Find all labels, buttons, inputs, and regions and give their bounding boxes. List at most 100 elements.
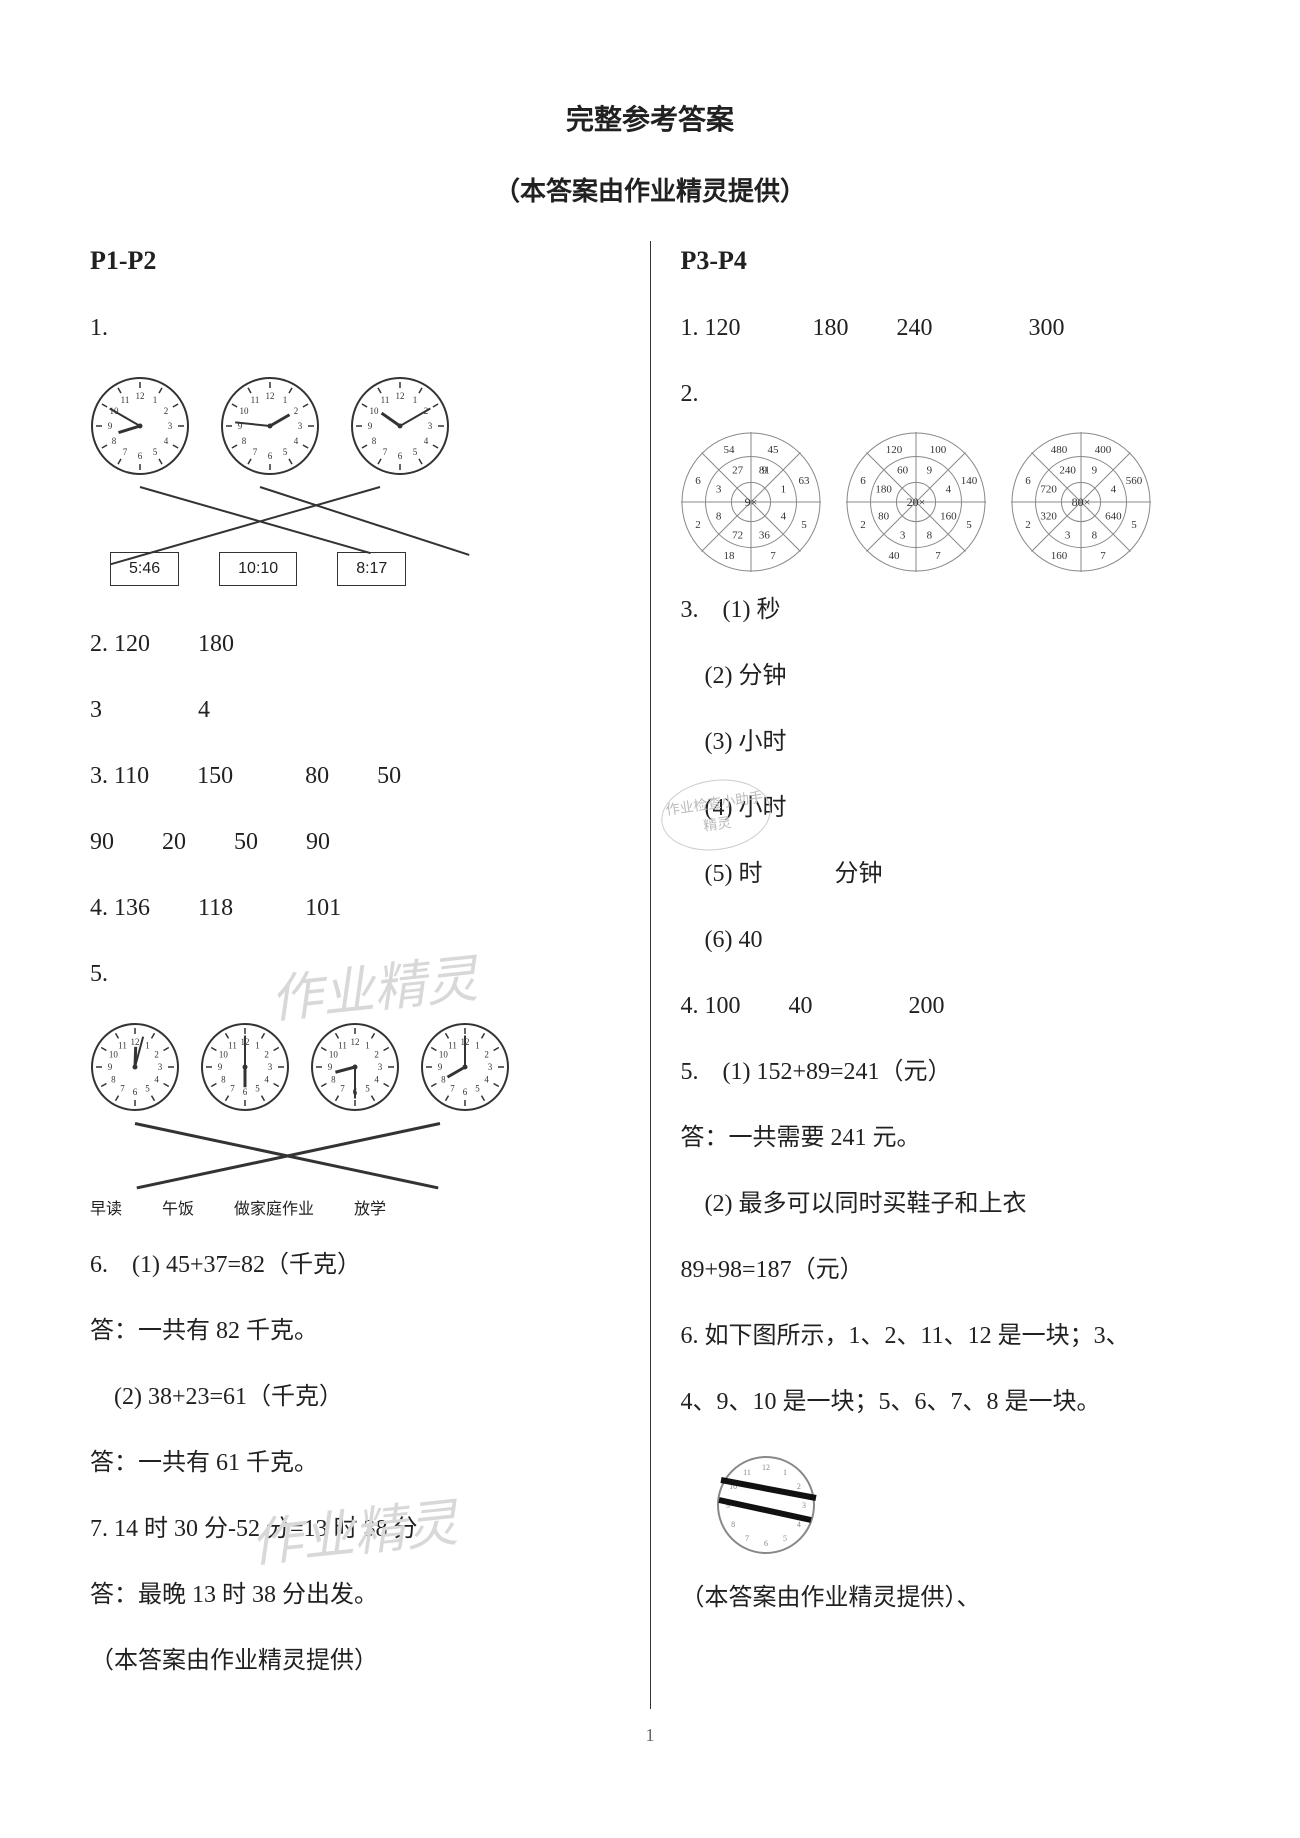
svg-text:3: 3 [802,1501,806,1510]
q5-label-item: 早读 [90,1198,122,1222]
svg-text:5: 5 [153,447,158,457]
q5-label: 5. [90,956,620,992]
svg-text:3: 3 [168,421,173,431]
svg-text:4: 4 [945,484,951,496]
svg-text:2: 2 [860,519,866,531]
page-number: 1 [646,1722,655,1749]
svg-text:18: 18 [723,550,735,562]
svg-text:2: 2 [294,406,299,416]
svg-text:6: 6 [138,451,143,461]
svg-text:10: 10 [240,406,250,416]
time-box: 8:17 [337,552,406,586]
svg-text:11: 11 [338,1040,347,1050]
svg-text:27: 27 [732,465,744,477]
svg-text:9: 9 [926,465,932,477]
svg-text:81: 81 [758,465,769,477]
svg-text:2: 2 [264,1050,269,1060]
q5-labels: 早读 午饭 做家庭作业 放学 [90,1198,386,1222]
svg-text:4: 4 [780,510,786,522]
q1-label: 1. [90,310,620,346]
svg-text:8: 8 [731,1520,735,1529]
svg-text:3: 3 [488,1062,493,1072]
svg-text:5: 5 [413,447,418,457]
page-title: 完整参考答案 [90,100,1210,142]
section-p3p4: P3-P4 [681,241,1211,280]
svg-text:8: 8 [715,510,721,522]
svg-text:11: 11 [121,395,130,405]
clock-face: 121234567891011 [420,1022,510,1112]
q4-line: 4. 136 118 101 [90,890,620,926]
q6-1a: 答：一共有 82 千克。 [90,1313,620,1349]
svg-text:1: 1 [255,1040,260,1050]
svg-text:11: 11 [228,1040,237,1050]
svg-text:8: 8 [112,436,117,446]
mult-wheel: 10014057402612094160838018060 20× [846,432,986,572]
svg-text:3: 3 [428,421,433,431]
svg-text:6: 6 [463,1087,468,1097]
svg-text:7: 7 [1100,550,1106,562]
svg-text:8: 8 [926,529,932,541]
svg-text:1: 1 [153,395,158,405]
svg-text:12: 12 [131,1037,140,1047]
q5-label-item: 午饭 [162,1198,194,1222]
svg-text:6: 6 [1025,475,1031,487]
svg-text:11: 11 [381,395,390,405]
r-q6b: 4、9、10 是一块；5、6、7、8 是一块。 [681,1384,1211,1420]
left-footer: （本答案由作业精灵提供） [90,1643,620,1679]
clock-face: 121234567891011 [90,376,190,476]
svg-text:3: 3 [158,1062,163,1072]
r-q3-1: 3. (1) 秒 [681,592,1211,628]
svg-text:11: 11 [743,1468,751,1477]
svg-text:5: 5 [966,519,972,531]
r-q5-2b: 89+98=187（元） [681,1252,1211,1288]
svg-text:60: 60 [897,465,909,477]
svg-text:5: 5 [801,519,807,531]
svg-text:40: 40 [888,550,900,562]
svg-text:20×: 20× [906,495,925,509]
r-q3-2: (2) 分钟 [681,658,1211,694]
q7: 7. 14 时 30 分-52 分=13 时 38 分 [90,1511,620,1547]
svg-text:1: 1 [283,395,288,405]
r-q4: 4. 100 40 200 [681,988,1211,1024]
svg-text:320: 320 [1040,510,1057,522]
q3b-line: 90 20 50 90 [90,824,620,860]
q1-clocks: 121234567891011 121234567891011 12123456… [90,376,450,476]
svg-text:120: 120 [885,444,902,456]
page-subtitle: （本答案由作业精灵提供） [90,172,1210,211]
clock-face: 121234567891011 [200,1022,290,1112]
svg-text:4: 4 [424,436,429,446]
svg-text:5: 5 [283,447,288,457]
svg-text:80×: 80× [1071,495,1090,509]
svg-text:12: 12 [762,1463,770,1472]
svg-text:3: 3 [899,529,905,541]
svg-text:12: 12 [351,1037,360,1047]
svg-text:720: 720 [1040,484,1057,496]
svg-text:12: 12 [396,391,405,401]
svg-text:4: 4 [294,436,299,446]
q6-2: (2) 38+23=61（千克） [90,1379,620,1415]
left-column: P1-P2 1. 121234567891011 121234567891011… [90,241,650,1709]
svg-text:2: 2 [154,1050,159,1060]
q6-clock-diagram: 121234567891011 [711,1450,821,1560]
svg-text:2: 2 [484,1050,489,1060]
r-q5-1a: 答：一共需要 241 元。 [681,1120,1211,1156]
svg-text:45: 45 [767,444,779,456]
mult-wheel: 40056057160264809464083320720240 80× [1011,432,1151,572]
svg-text:80: 80 [878,510,890,522]
svg-text:8: 8 [111,1075,116,1085]
q5-matching-diagram: 作业精灵 121234567891011 121234567891011 121… [90,1022,620,1222]
svg-text:6: 6 [764,1539,768,1548]
two-column-layout: P1-P2 1. 121234567891011 121234567891011… [90,241,1210,1709]
svg-text:5: 5 [255,1084,260,1094]
svg-text:3: 3 [1064,529,1070,541]
q6-1: 6. (1) 45+37=82（千克） [90,1247,620,1283]
svg-text:100: 100 [929,444,946,456]
svg-text:3: 3 [268,1062,273,1072]
svg-text:2: 2 [164,406,169,416]
match-line [260,486,470,556]
svg-text:8: 8 [242,436,247,446]
q5-clocks: 121234567891011 121234567891011 12123456… [90,1022,510,1112]
svg-text:7: 7 [230,1084,235,1094]
svg-text:480: 480 [1050,444,1067,456]
svg-text:6: 6 [398,451,403,461]
